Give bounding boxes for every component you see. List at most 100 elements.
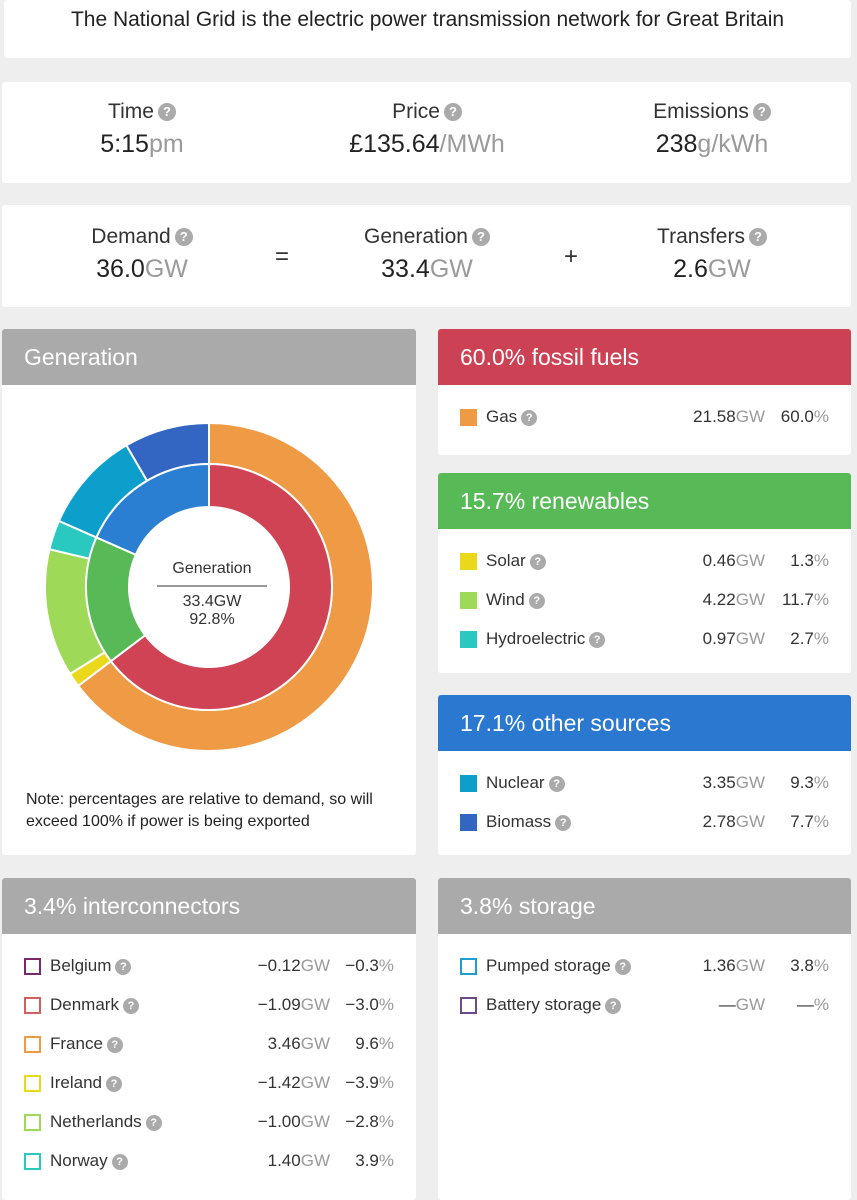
help-icon[interactable]: ? [528, 593, 545, 609]
help-icon[interactable]: ? [555, 815, 572, 831]
source-label: Nuclear [486, 773, 545, 792]
source-gw: 1.40GW [268, 1151, 330, 1171]
help-icon[interactable]: ? [548, 776, 565, 792]
generation-panel: Generation Generation 33.4GW 92.8% Note:… [2, 329, 416, 855]
stat-emissions: Emissions? 238g/kWh [592, 100, 832, 159]
pct-unit: % [813, 773, 829, 792]
transfers-value: 2.6 [673, 255, 708, 283]
source-pct-value: 3.9 [355, 1151, 379, 1170]
list-item: Netherlands? −1.00GW −2.8% [2, 1110, 416, 1136]
list-item: Norway? 1.40GW 3.9% [2, 1149, 416, 1175]
donut-center-pct: 92.8% [189, 611, 235, 628]
stat-emissions-value: 238 [655, 130, 698, 158]
stat-emissions-unit: g/kWh [697, 130, 769, 158]
source-label: Gas [486, 407, 518, 426]
help-icon[interactable]: ? [145, 1115, 162, 1131]
help-icon[interactable]: ? [106, 1037, 123, 1053]
source-gw-value: 1.36 [702, 956, 736, 975]
renewables-card: 15.7% renewables Solar? 0.46GW 1.3% Wind? 4.… [438, 473, 851, 673]
color-swatch [460, 997, 477, 1014]
pct-unit: % [378, 1112, 394, 1131]
interconnectors-card: 3.4% interconnectors Belgium? −0.12GW −0.3… [2, 878, 416, 1200]
color-swatch [24, 1036, 41, 1053]
help-icon[interactable]: ? [174, 228, 193, 246]
source-name: Belgium? [50, 956, 132, 976]
source-gw-value: −1.00 [257, 1112, 301, 1131]
help-icon[interactable]: ? [115, 959, 132, 975]
list-item: Ireland? −1.42GW −3.9% [2, 1071, 416, 1097]
generation-panel-title: Generation [2, 329, 416, 385]
transfers-label: Transfers [657, 225, 745, 248]
color-swatch [24, 1075, 41, 1092]
help-icon[interactable]: ? [443, 103, 462, 121]
help-icon[interactable]: ? [521, 410, 538, 426]
storage-title: 3.8% storage [438, 878, 851, 934]
list-item: Nuclear? 3.35GW 9.3% [438, 771, 851, 797]
source-pct: 3.8% [790, 956, 829, 976]
storage-card: 3.8% storage Pumped storage? 1.36GW 3.8% Ba… [438, 878, 851, 1200]
color-swatch [460, 631, 477, 648]
stats-card: Time? 5:15pm Price? £135.64/MWh Emission… [2, 82, 851, 183]
stat-price-unit: /MWh [439, 130, 505, 158]
source-pct-value: 2.7 [790, 629, 814, 648]
source-pct-value: −3.9 [345, 1073, 379, 1092]
inner-slice-other [95, 462, 210, 557]
generation-donut-chart [44, 421, 374, 752]
stat-time-label: Time [108, 100, 154, 123]
source-pct: 3.9% [355, 1151, 394, 1171]
demand-label: Demand [91, 225, 171, 248]
source-label: Biomass [486, 812, 552, 831]
help-icon[interactable]: ? [589, 632, 606, 648]
intro-banner: The National Grid is the electric power … [4, 0, 851, 58]
source-gw: −1.42GW [258, 1073, 330, 1093]
color-swatch [24, 1114, 41, 1131]
source-name: Battery storage? [486, 995, 622, 1015]
source-pct: —% [797, 995, 829, 1015]
source-label: Solar [486, 551, 526, 570]
interconnectors-title: 3.4% interconnectors [2, 878, 416, 934]
source-pct-value: 3.8 [790, 956, 814, 975]
pct-unit: % [378, 1151, 394, 1170]
gw-unit: GW [735, 812, 765, 831]
source-gw: −1.00GW [258, 1112, 330, 1132]
source-pct: 2.7% [790, 629, 829, 649]
other-sources-card: 17.1% other sources Nuclear? 3.35GW 9.3% Bi… [438, 695, 851, 855]
help-icon[interactable]: ? [748, 228, 767, 246]
stat-demand: Demand? 36.0GW [22, 225, 262, 284]
source-pct: 11.7% [782, 590, 829, 610]
source-label: Belgium [50, 956, 112, 975]
pct-unit: % [378, 1034, 394, 1053]
help-icon[interactable]: ? [471, 228, 490, 246]
color-swatch [24, 997, 41, 1014]
intro-text: The National Grid is the electric power … [70, 8, 785, 31]
source-pct-value: −2.8 [345, 1112, 379, 1131]
gw-unit: GW [300, 1034, 330, 1053]
source-gw-value: 3.46 [267, 1034, 301, 1053]
help-icon[interactable]: ? [111, 1154, 128, 1170]
source-gw-value: 21.58 [693, 407, 736, 426]
source-gw: 1.36GW [703, 956, 765, 976]
source-pct: −3.9% [345, 1073, 394, 1093]
source-gw: 4.22GW [703, 590, 765, 610]
help-icon[interactable]: ? [614, 959, 631, 975]
source-gw: 3.35GW [703, 773, 765, 793]
gw-unit: GW [735, 995, 765, 1014]
source-pct: 9.6% [355, 1034, 394, 1054]
help-icon[interactable]: ? [529, 554, 546, 570]
source-label: Pumped storage [486, 956, 611, 975]
help-icon[interactable]: ? [157, 103, 176, 121]
source-pct-value: 9.6 [355, 1034, 379, 1053]
source-gw-value: 1.40 [267, 1151, 301, 1170]
help-icon[interactable]: ? [122, 998, 139, 1014]
source-name: France? [50, 1034, 123, 1054]
help-icon[interactable]: ? [752, 103, 771, 121]
pct-unit: % [813, 812, 829, 831]
list-item: Pumped storage? 1.36GW 3.8% [438, 954, 851, 980]
color-swatch [460, 553, 477, 570]
list-item: Hydroelectric? 0.97GW 2.7% [438, 627, 851, 653]
gw-unit: GW [300, 956, 330, 975]
help-icon[interactable]: ? [105, 1076, 122, 1092]
demand-unit: GW [144, 255, 188, 283]
color-swatch [24, 1153, 41, 1170]
help-icon[interactable]: ? [605, 998, 622, 1014]
